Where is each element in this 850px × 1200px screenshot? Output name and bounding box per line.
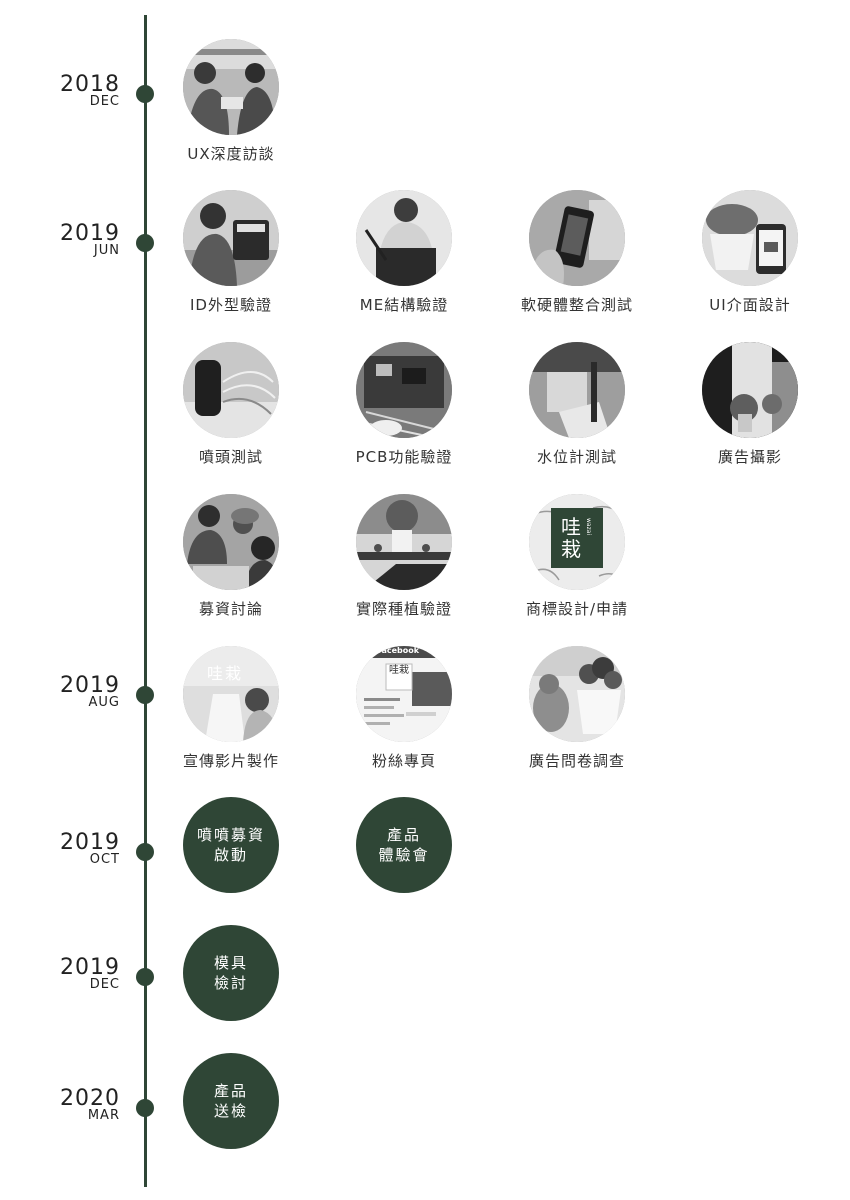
timeline-marker-2019-jun: 2019 JUN [0,221,160,287]
fan-page-photo: facebook 哇栽 [356,646,452,742]
timeline-dot [136,686,154,704]
timeline-dot [136,1099,154,1117]
timeline-item-ad-survey[interactable]: 廣告問卷調查 [487,646,667,786]
timeline-marker-2019-aug: 2019 AUG [0,673,160,739]
timeline-item-nozzle-test[interactable]: 噴頭測試 [141,342,321,482]
timeline-item-ux-interview[interactable]: UX深度訪談 [141,39,321,179]
timeline-item-ad-shoot[interactable]: 廣告攝影 [660,342,840,482]
milestone-funding-launch[interactable]: 噴噴募資 啟動 [183,797,279,893]
marker-year: 2019 [60,830,120,855]
marker-month: MAR [87,1108,120,1123]
timeline-dot [136,234,154,252]
ad-survey-photo [529,646,625,742]
me-structure-photo [356,190,452,286]
milestone-line: 產品 [213,1082,248,1100]
marker-month: OCT [89,852,120,867]
hw-sw-test-photo [529,190,625,286]
milestone-line: 體驗會 [378,846,430,864]
timeline-item-hw-sw-test[interactable]: 軟硬體整合測試 [487,190,667,330]
marker-year: 2019 [60,221,120,246]
timeline-dot [136,843,154,861]
marker-month: JUN [93,243,120,258]
timeline-dot [136,968,154,986]
timeline-dot [136,85,154,103]
ad-shoot-photo [702,342,798,438]
ux-interview-photo [183,39,279,135]
ad-shoot-caption: 廣告攝影 [717,448,782,466]
milestone-line: 送檢 [213,1102,248,1120]
fan-page-logo-text: 哇栽 [389,665,409,676]
pcb-test-caption: PCB功能驗證 [355,448,453,466]
timeline-item-water-gauge-test[interactable]: 水位計測試 [487,342,667,482]
marker-month: DEC [89,94,120,109]
milestone-product-inspection[interactable]: 產品 送檢 [183,1053,279,1149]
timeline-item-ui-design[interactable]: UI介面設計 [660,190,840,330]
planting-test-photo [356,494,452,590]
marker-year: 2020 [60,1086,120,1111]
nozzle-test-caption: 噴頭測試 [198,448,263,466]
funding-discussion-caption: 募資討論 [198,600,263,618]
water-gauge-test-caption: 水位計測試 [536,448,617,466]
fan-page-facebook-label: facebook [378,646,420,655]
trademark-logo-text: 哇栽 [561,515,581,561]
marker-month: DEC [89,977,120,992]
planting-test-caption: 實際種植驗證 [355,600,452,618]
ux-interview-caption: UX深度訪談 [187,145,275,163]
funding-discussion-photo [183,494,279,590]
marker-month: AUG [88,695,120,710]
timeline-marker-2020-mar: 2020 MAR [0,1086,160,1152]
fan-page-caption: 粉絲專頁 [371,752,436,770]
timeline-item-planting-test[interactable]: 實際種植驗證 [314,494,494,634]
timeline-item-id-design[interactable]: ID外型驗證 [141,190,321,330]
milestone-line: 模具 [213,954,248,972]
trademark-logo-small-text: wazai [585,518,592,536]
ui-design-caption: UI介面設計 [709,296,791,314]
nozzle-test-photo [183,342,279,438]
ui-design-photo [702,190,798,286]
milestone-line: 檢討 [213,974,248,992]
trademark-caption: 商標設計/申請 [525,600,629,618]
marker-year: 2019 [60,673,120,698]
timeline-marker-2019-dec: 2019 DEC [0,955,160,1021]
marker-year: 2019 [60,955,120,980]
ad-survey-caption: 廣告問卷調查 [528,752,625,770]
timeline-item-trademark[interactable]: 哇栽 wazai 商標設計/申請 [487,494,667,634]
timeline-item-me-structure[interactable]: ME結構驗證 [314,190,494,330]
hw-sw-test-caption: 軟硬體整合測試 [520,296,633,314]
milestone-line: 產品 [386,826,421,844]
timeline-item-pcb-test[interactable]: PCB功能驗證 [314,342,494,482]
timeline-item-promo-video[interactable]: 哇栽 宣傳影片製作 [141,646,321,786]
promo-video-photo: 哇栽 [183,646,279,742]
timeline-line [144,15,147,1187]
marker-year: 2018 [60,72,120,97]
timeline-item-fan-page[interactable]: facebook 哇栽 粉絲專頁 [314,646,494,786]
id-design-caption: ID外型驗證 [190,296,272,314]
milestone-product-experience[interactable]: 產品 體驗會 [356,797,452,893]
pcb-test-photo [356,342,452,438]
timeline-marker-2019-oct: 2019 OCT [0,830,160,896]
id-design-photo [183,190,279,286]
milestone-line: 噴噴募資 [196,826,265,844]
timeline-marker-2018-dec: 2018 DEC [0,72,160,138]
me-structure-caption: ME結構驗證 [359,296,449,314]
milestone-mold-review[interactable]: 模具 檢討 [183,925,279,1021]
timeline-item-funding-discussion[interactable]: 募資討論 [141,494,321,634]
water-gauge-test-photo [529,342,625,438]
trademark-photo: 哇栽 wazai [529,494,625,590]
milestone-line: 啟動 [213,846,248,864]
promo-video-caption: 宣傳影片製作 [182,752,279,770]
promo-video-logo-text: 哇栽 [207,664,244,683]
